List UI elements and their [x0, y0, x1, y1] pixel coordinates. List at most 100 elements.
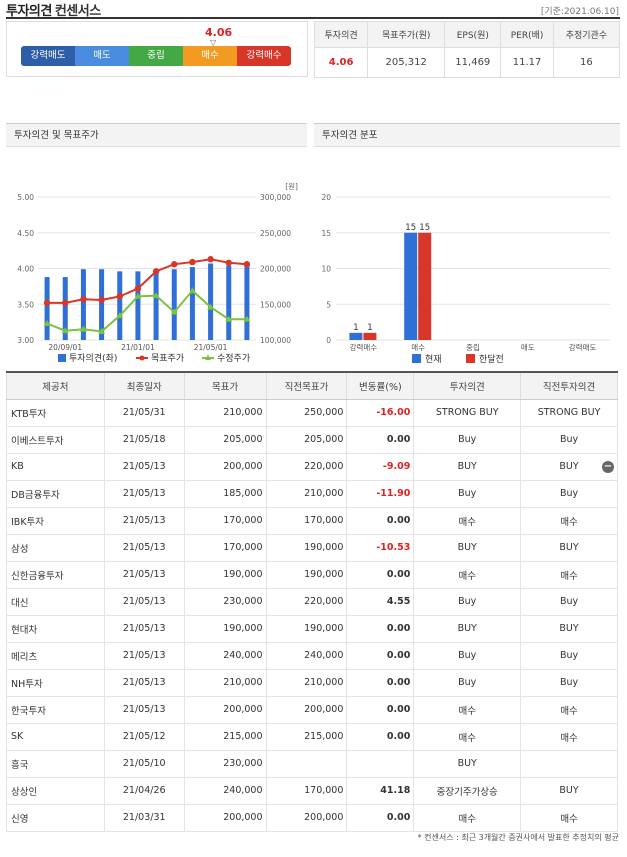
table-cell: 4.55 — [346, 587, 415, 616]
table-cell: 매수 — [413, 695, 522, 724]
table-row: DB금융투자 21/05/13 185,000 210,000 -11.90 Buy Buy — [6, 479, 618, 508]
table-cell: BUY — [520, 776, 618, 805]
table-cell: 매수 — [520, 695, 618, 724]
table-cell: 21/05/13 — [103, 560, 185, 589]
right-tick-label: 250,000 — [260, 229, 291, 238]
table-cell: 상상인 — [6, 776, 105, 805]
table-cell: 매수 — [520, 803, 618, 832]
distribution-bar — [418, 232, 432, 340]
table-cell: Buy — [520, 425, 618, 454]
table-cell: 21/05/13 — [103, 587, 185, 616]
table-cell: 230,000 — [183, 749, 267, 778]
scale-segment: 강력매도 — [21, 46, 75, 66]
table-cell: 대신 — [6, 587, 105, 616]
target-price-point — [43, 299, 51, 307]
summary-header: EPS(원) — [444, 21, 502, 48]
table-cell: BUY — [413, 533, 522, 562]
page-title: 투자의견 컨센서스 — [6, 0, 101, 19]
adjusted-price-point — [116, 312, 124, 319]
table-cell: Buy — [520, 587, 618, 616]
bar-value-label: 15 — [405, 223, 416, 233]
table-cell: 170,000 — [183, 533, 267, 562]
basis-date: [기준:2021.06.10] — [540, 7, 619, 17]
table-cell: 215,000 — [265, 722, 348, 751]
table-cell: BUY — [520, 533, 618, 562]
table-cell: -10.53 — [346, 533, 415, 562]
table-cell: 200,000 — [265, 803, 348, 832]
adjusted-price-point — [134, 292, 142, 299]
y-tick-label: 20 — [321, 193, 331, 202]
table-cell: 190,000 — [265, 560, 348, 589]
category-label: 중립 — [466, 343, 480, 352]
opinion-bar — [189, 267, 195, 340]
summary-header: PER(배) — [500, 21, 554, 48]
legend-swatch-month-ago — [466, 354, 475, 363]
table-cell: Buy — [413, 587, 522, 616]
table-row: NH투자 21/05/13 210,000 210,000 0.00 Buy Buy — [6, 668, 618, 697]
legend-swatch-current — [412, 354, 421, 363]
target-price-point — [189, 258, 196, 266]
summary-value: 16 — [552, 47, 621, 78]
table-cell: 220,000 — [265, 587, 348, 616]
table-cell: -11.90 — [346, 479, 415, 508]
table-cell: BUY — [520, 452, 618, 481]
table-header: 목표가 — [183, 371, 267, 400]
x-tick-label: 21/05/01 — [194, 343, 228, 352]
table-cell: 190,000 — [265, 614, 348, 643]
scale-segment: 강력매수 — [237, 46, 291, 66]
y-tick-label: 5 — [326, 300, 331, 309]
table-row: 상상인 21/04/26 240,000 170,000 41.18 중장기주가상승 BUY — [6, 776, 618, 805]
distribution-bar — [363, 332, 377, 340]
table-cell: 삼성 — [6, 533, 105, 562]
table-row: KB 21/05/13 200,000 220,000 -9.09 BUY BUY — [6, 452, 618, 481]
y-tick-label: 0 — [326, 336, 331, 345]
category-label: 강력매수 — [350, 342, 378, 352]
table-cell: 0.00 — [346, 722, 415, 751]
right-tick-label: 100,000 — [260, 336, 291, 345]
collapse-minus-icon[interactable]: − — [602, 461, 614, 473]
legend-swatch-price-tri — [205, 354, 211, 360]
panel-title: 투자의견 분포 — [314, 123, 620, 147]
table-cell: 200,000 — [183, 695, 267, 724]
bar-value-label: 15 — [419, 223, 430, 233]
adjusted-price-point — [61, 327, 69, 334]
table-cell: 흥국 — [6, 749, 105, 778]
table-cell: 210,000 — [183, 398, 267, 427]
table-cell: Buy — [413, 479, 522, 508]
opinion-bar — [226, 265, 232, 340]
table-cell: 21/05/13 — [103, 479, 185, 508]
bar-value-label: 1 — [367, 323, 372, 333]
table-cell: 190,000 — [183, 560, 267, 589]
distribution-bar — [404, 232, 418, 340]
legend-swatch-target-dot — [139, 355, 145, 361]
opinion-pointer-icon: ▽ — [210, 38, 217, 47]
target-price-point — [62, 299, 69, 307]
left-tick-label: 3.00 — [17, 336, 34, 345]
adjusted-price-point — [188, 287, 196, 294]
table-cell: Buy — [520, 641, 618, 670]
table-cell: 210,000 — [265, 479, 348, 508]
target-price-point — [80, 296, 87, 303]
table-cell: 매수 — [520, 560, 618, 589]
table-cell: 0.00 — [346, 560, 415, 589]
table-cell: 0.00 — [346, 506, 415, 535]
adjusted-price-point — [243, 315, 251, 322]
adjusted-price-point — [98, 327, 106, 334]
opinion-bar — [135, 271, 141, 340]
table-cell: 0.00 — [346, 614, 415, 643]
adjusted-price-point — [79, 325, 87, 332]
legend-label: 현재 — [425, 354, 442, 365]
table-header: 직전투자의견 — [520, 371, 618, 400]
table-cell: 21/05/13 — [103, 641, 185, 670]
left-tick-label: 4.00 — [17, 265, 34, 274]
legend-label: 한달전 — [479, 353, 504, 365]
left-tick-label: 4.50 — [17, 229, 34, 238]
table-cell: 21/05/13 — [103, 695, 185, 724]
table-cell: 210,000 — [265, 668, 348, 697]
table-header: 변동률(%) — [346, 371, 415, 400]
legend-label: 수정주가 — [217, 353, 250, 364]
target-price-point — [207, 256, 214, 263]
table-cell: 21/05/31 — [103, 398, 185, 427]
table-cell: BUY — [413, 452, 522, 481]
